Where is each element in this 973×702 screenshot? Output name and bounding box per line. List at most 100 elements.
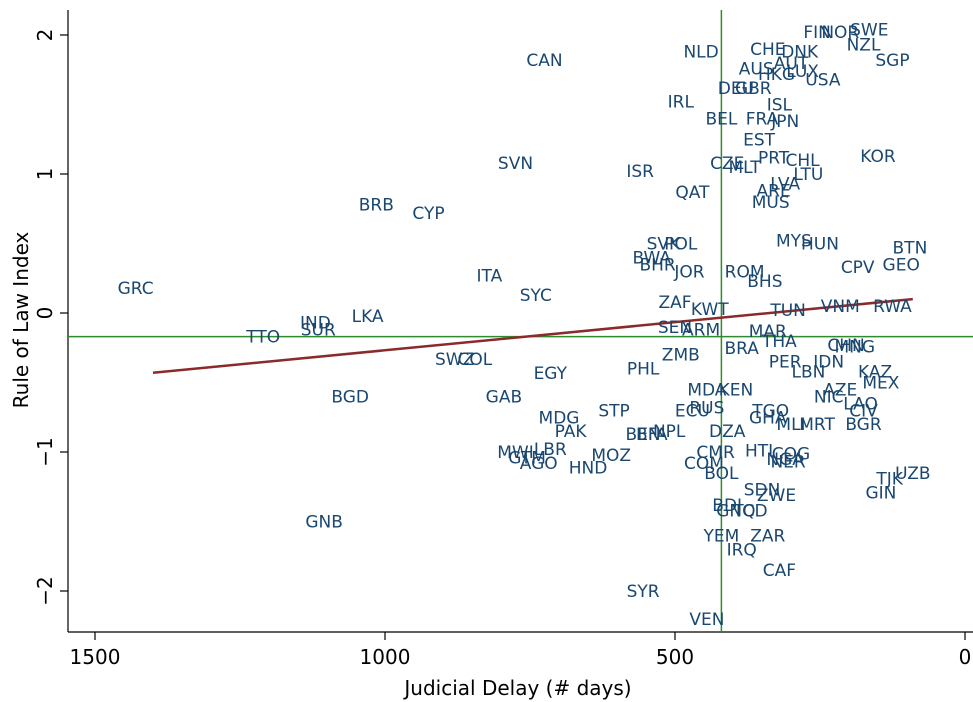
data-point-label: SUR (301, 321, 336, 341)
data-point-label: ZAF (658, 293, 691, 313)
data-point-label: BGD (331, 387, 369, 407)
data-point-label: BTN (893, 239, 928, 259)
data-point-label: KOR (860, 147, 896, 167)
y-tick-label: −1 (33, 437, 57, 466)
data-point-label: LBN (791, 362, 825, 382)
data-point-label: ISR (626, 162, 654, 182)
data-point-label: GNQ (716, 501, 755, 521)
data-point-label: MNG (835, 337, 876, 357)
data-point-label: PER (769, 353, 802, 373)
data-point-label: CPV (841, 258, 875, 278)
data-point-label: CAN (526, 51, 562, 71)
data-point-label: BEL (705, 109, 737, 129)
data-point-label: CYP (412, 204, 444, 224)
data-point-label: MAR (749, 322, 787, 342)
data-point-label: MUS (752, 193, 790, 213)
data-point-label: LAO (843, 394, 878, 414)
data-point-label: GAB (486, 387, 522, 407)
y-tick-label: 2 (33, 29, 57, 42)
data-point-label: BHR (639, 255, 675, 275)
data-point-label: TCD (732, 501, 767, 521)
data-point-label: AUT (774, 54, 809, 74)
data-point-label: RUS (689, 399, 724, 419)
data-point-label: MDA (687, 380, 726, 400)
data-point-label: GIN (865, 483, 896, 503)
regression-line (152, 297, 913, 375)
x-tick-label: 1500 (70, 645, 121, 669)
data-point-label: PAK (555, 422, 588, 442)
x-axis-ticks: 1500 1000 500 0 (70, 632, 972, 669)
data-point-label: NZL (847, 36, 881, 56)
data-point-label: CHL (786, 151, 821, 171)
data-point-label: HKG (758, 65, 795, 85)
data-point-label: PHL (627, 360, 660, 380)
data-point-label: MRT (799, 415, 835, 435)
y-tick-label: −2 (33, 576, 57, 605)
data-point-label: QAT (675, 183, 710, 203)
data-point-label: YEM (703, 526, 740, 546)
data-point-label: ISL (767, 96, 793, 116)
data-point-label: ZWE (757, 486, 796, 506)
data-point-label: FIN (803, 23, 831, 43)
data-point-label: SGP (875, 51, 909, 71)
data-point-label: STP (598, 401, 629, 421)
data-point-label: KWT (691, 300, 729, 320)
data-point-label: DEU (718, 79, 754, 99)
data-point-label: EGY (534, 364, 568, 384)
data-point-label: CAF (763, 561, 796, 581)
data-point-label: BWA (633, 248, 672, 268)
data-point-label: COL (458, 350, 493, 370)
plot-area: 210−1−2 1500 1000 500 0 GRCTTOINDSURLKABGDG… (33, 10, 973, 669)
data-point-label: HTI (745, 442, 773, 462)
y-tick-label: 0 (33, 307, 57, 320)
data-point-label: NER (770, 453, 805, 473)
data-point-label: SVK (647, 235, 681, 255)
data-point-label: BRA (724, 339, 759, 359)
data-point-label: ARM (682, 321, 720, 341)
data-point-label: ITA (477, 266, 503, 286)
data-point-label: SYR (627, 582, 660, 602)
data-point-label: GNB (305, 513, 343, 533)
x-tick-label: 1000 (360, 645, 411, 669)
data-point-label: TTO (245, 328, 280, 348)
data-point-label: USA (805, 70, 841, 90)
data-point-label: THA (761, 332, 797, 352)
data-point-label: ZMB (662, 346, 700, 366)
data-point-label: AUS (739, 59, 774, 79)
data-point-label: TGO (751, 401, 789, 421)
data-point-label: JPN (770, 112, 799, 132)
data-point-label: LTU (793, 165, 823, 185)
data-point-label: MLT (729, 158, 762, 178)
data-point-label: VEN (689, 610, 724, 630)
data-point-label: LBR (534, 440, 567, 460)
data-point-label: GEO (883, 255, 920, 275)
data-point-label: BOL (704, 464, 739, 484)
data-point-label: SYC (520, 286, 552, 306)
data-point-label: SVN (498, 154, 533, 174)
data-point-label: MYS (776, 232, 812, 252)
data-point-label: SDN (744, 481, 781, 501)
data-point-label: SWE (850, 20, 888, 40)
data-point-label: IRQ (727, 540, 757, 560)
data-point-label: NPL (653, 422, 686, 442)
data-point-label: NLD (683, 43, 718, 63)
y-tick-label: 1 (33, 168, 57, 181)
data-point-label: TJK (875, 469, 903, 489)
data-point-label: LVA (770, 175, 800, 195)
data-point-label: COM (684, 454, 724, 474)
data-point-label: COG (772, 444, 810, 464)
data-point-label: IRL (668, 93, 695, 113)
data-point-label: GBR (735, 79, 772, 99)
data-point-label: HND (569, 458, 608, 478)
data-point-label: HUN (801, 235, 839, 255)
fit-line (152, 297, 913, 375)
data-point-label: LUX (786, 62, 819, 82)
data-point-label: UZB (895, 464, 930, 484)
data-point-label: TUN (769, 301, 806, 321)
data-point-label: BFA (636, 425, 668, 445)
data-point-label: AGO (520, 454, 558, 474)
x-tick-label: 0 (959, 645, 972, 669)
data-point-label: POL (664, 235, 698, 255)
